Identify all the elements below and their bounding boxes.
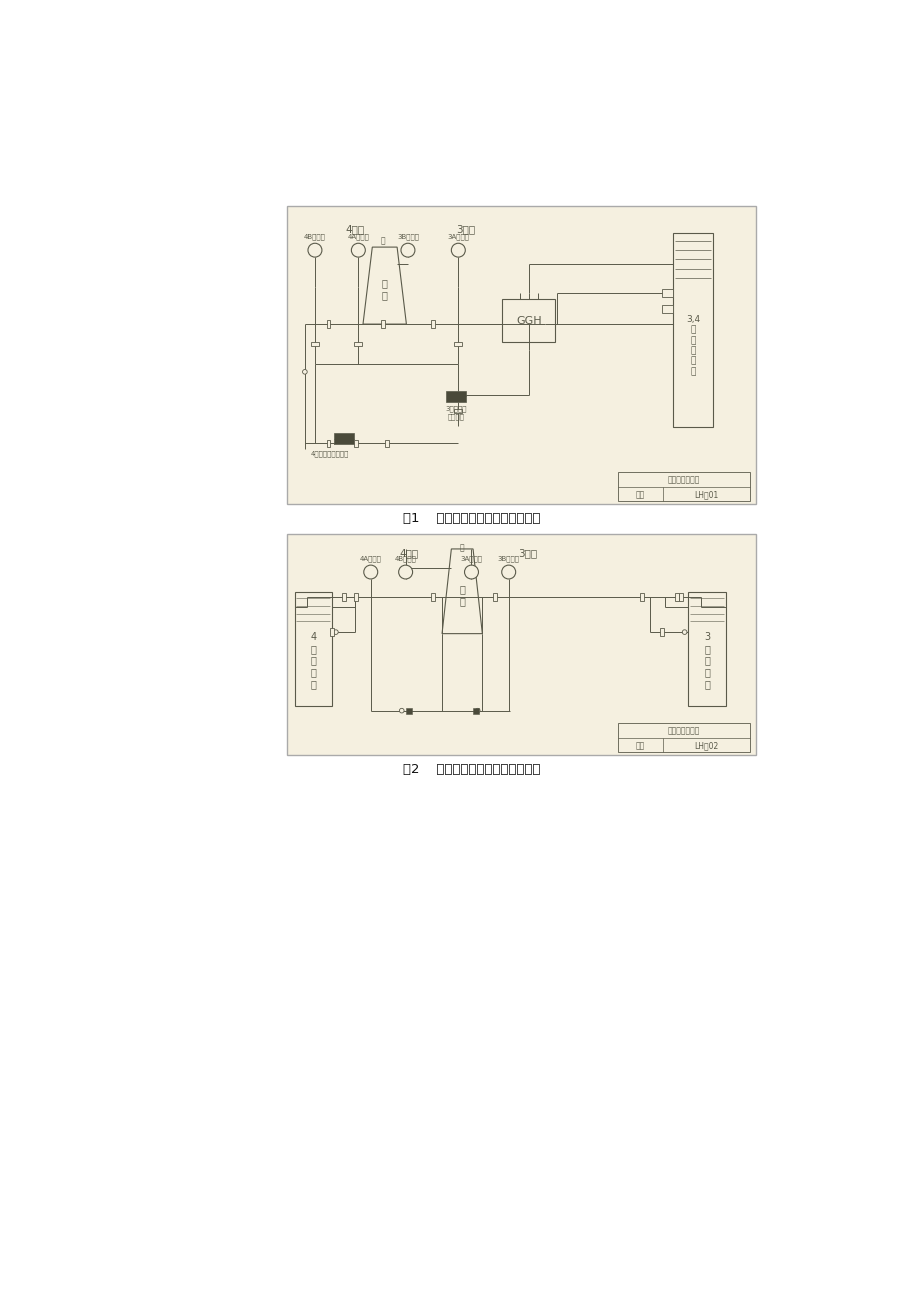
Text: 3号炉: 3号炉 [518,548,537,557]
Text: LH－02: LH－02 [694,742,718,750]
Bar [384,440,388,448]
Bar [380,320,384,328]
Polygon shape [441,549,482,634]
Text: 4A引风机: 4A引风机 [359,556,381,562]
Bar [502,299,554,342]
Text: 3号炉: 3号炉 [456,224,475,234]
Circle shape [501,565,516,579]
Text: 烟: 烟 [380,237,385,246]
Bar [675,592,678,600]
Text: 图号: 图号 [635,491,644,500]
Bar [287,206,755,504]
Text: 烟
囱: 烟 囱 [459,585,465,605]
Bar [662,289,673,297]
Text: 图1    锅炉脱硫系统改造前主要流程: 图1 锅炉脱硫系统改造前主要流程 [403,512,539,525]
Circle shape [398,565,412,579]
Circle shape [451,243,465,256]
Text: 图号: 图号 [635,742,644,750]
Text: 改后烟道系统图: 改后烟道系统图 [667,727,699,736]
Text: LH－01: LH－01 [694,491,718,500]
Text: 改前烟道系统图: 改前烟道系统图 [667,475,699,484]
Text: 4号炉: 4号炉 [346,224,365,234]
Text: 烟
囱: 烟 囱 [381,279,387,301]
Circle shape [308,243,322,256]
Circle shape [334,630,338,634]
Bar [662,305,673,312]
Text: 图2    锅炉脱硫系统改造后主要流程: 图2 锅炉脱硫系统改造后主要流程 [403,763,539,776]
Text: 3,4
号
炉
吸
收
塔: 3,4 号 炉 吸 收 塔 [686,315,699,376]
Text: 4A引风机: 4A引风机 [347,234,369,241]
Bar [431,592,435,600]
Bar [294,592,332,706]
Text: 4号炉: 4号炉 [400,548,419,557]
Bar [405,707,412,713]
Text: 3
号
吸
收
塔: 3 号 吸 收 塔 [703,633,709,689]
Circle shape [399,708,403,713]
Bar [640,592,643,600]
Bar [472,707,479,713]
Text: 4号炉脱硫升压风机: 4号炉脱硫升压风机 [310,450,348,457]
Circle shape [363,565,378,579]
Text: 4B引风机: 4B引风机 [303,234,325,241]
Bar [454,342,461,345]
Circle shape [302,370,307,374]
Polygon shape [363,247,406,324]
Circle shape [475,708,480,713]
Bar [618,471,749,501]
Bar [330,629,334,635]
Text: 3B引风机: 3B引风机 [497,556,519,562]
Bar [354,342,362,345]
Bar [687,592,725,706]
Text: 4B引风机: 4B引风机 [394,556,416,562]
Bar [342,592,346,600]
Text: 3号炉脱硫
升压风机: 3号炉脱硫 升压风机 [445,405,466,419]
Text: GGH: GGH [516,315,541,326]
Text: 3A引风机: 3A引风机 [447,234,469,241]
Bar [446,391,466,402]
Bar [353,592,357,600]
Circle shape [682,630,686,634]
Circle shape [401,243,414,256]
Bar [287,534,755,755]
Bar [618,723,749,753]
Bar [353,440,357,448]
Bar [326,320,330,328]
Bar [334,434,353,444]
Bar [659,629,663,635]
Bar [454,409,461,413]
Bar [673,233,712,427]
Bar [311,342,319,345]
Text: 烟: 烟 [460,543,464,552]
Text: 3B引风机: 3B引风机 [396,234,418,241]
Circle shape [351,243,365,256]
Text: 4
号
吸
收
塔: 4 号 吸 收 塔 [310,633,316,689]
Bar [493,592,496,600]
Bar [431,320,435,328]
Bar [678,592,682,600]
Circle shape [464,565,478,579]
Bar [326,440,330,448]
Text: 3A引风机: 3A引风机 [460,556,482,562]
